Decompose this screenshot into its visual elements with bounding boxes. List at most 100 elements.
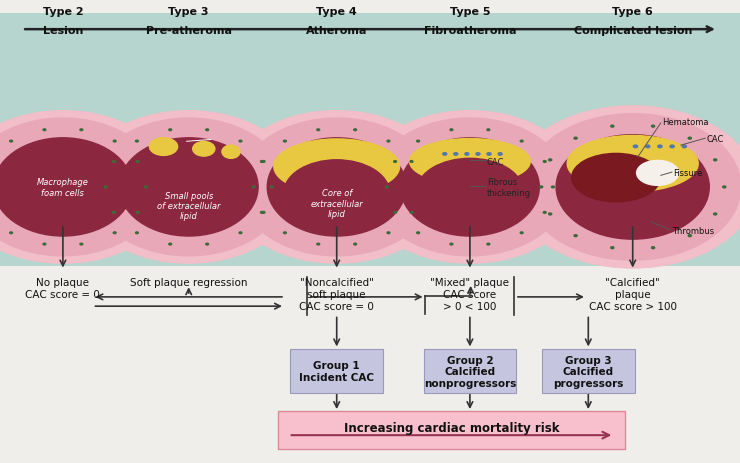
Circle shape <box>80 244 83 245</box>
Circle shape <box>112 212 115 214</box>
Text: Type 6: Type 6 <box>612 7 653 17</box>
Circle shape <box>543 212 546 214</box>
Ellipse shape <box>567 136 699 192</box>
Circle shape <box>548 213 552 215</box>
Ellipse shape <box>417 159 522 223</box>
Circle shape <box>135 232 138 234</box>
Text: Type 2: Type 2 <box>43 7 83 17</box>
Circle shape <box>136 161 139 163</box>
Ellipse shape <box>77 112 300 263</box>
Text: Small pools
of extracellular
lipid: Small pools of extracellular lipid <box>157 191 221 221</box>
Ellipse shape <box>0 112 175 263</box>
Circle shape <box>135 141 138 143</box>
Circle shape <box>394 212 397 214</box>
Text: Group 2
Calcified
nonprogressors: Group 2 Calcified nonprogressors <box>424 355 516 388</box>
Circle shape <box>688 235 691 237</box>
Bar <box>0 266 740 463</box>
Circle shape <box>394 161 397 163</box>
Circle shape <box>387 141 390 143</box>
FancyBboxPatch shape <box>424 349 517 393</box>
Circle shape <box>418 187 421 188</box>
Ellipse shape <box>0 138 132 237</box>
Text: Thrombus: Thrombus <box>672 227 714 236</box>
Circle shape <box>574 138 577 140</box>
Circle shape <box>104 187 107 188</box>
Text: "Mixed" plaque
CAC score
> 0 < 100: "Mixed" plaque CAC score > 0 < 100 <box>431 278 509 311</box>
Ellipse shape <box>222 146 240 159</box>
FancyBboxPatch shape <box>290 349 383 393</box>
Circle shape <box>283 141 286 143</box>
Circle shape <box>206 244 209 245</box>
FancyBboxPatch shape <box>542 349 635 393</box>
Text: Hematoma: Hematoma <box>662 118 709 127</box>
Text: Increasing cardiac mortality risk: Increasing cardiac mortality risk <box>343 421 559 434</box>
Circle shape <box>487 130 490 131</box>
Circle shape <box>43 244 46 245</box>
Ellipse shape <box>284 161 389 226</box>
Circle shape <box>169 244 172 245</box>
Text: CAC: CAC <box>487 157 504 167</box>
Ellipse shape <box>525 114 740 261</box>
Circle shape <box>574 235 577 237</box>
Circle shape <box>136 212 139 214</box>
Circle shape <box>682 146 687 148</box>
Ellipse shape <box>0 119 161 257</box>
Circle shape <box>354 130 357 131</box>
Bar <box>0 0 740 14</box>
Ellipse shape <box>636 161 679 186</box>
Circle shape <box>651 126 655 128</box>
Text: Pre-atheroma: Pre-atheroma <box>146 25 232 36</box>
Circle shape <box>417 141 420 143</box>
Circle shape <box>10 141 13 143</box>
Circle shape <box>169 130 172 131</box>
Ellipse shape <box>90 119 287 257</box>
Circle shape <box>520 232 523 234</box>
Text: "Calcified"
plaque
CAC score > 100: "Calcified" plaque CAC score > 100 <box>589 278 676 311</box>
Circle shape <box>239 141 242 143</box>
Circle shape <box>239 232 242 234</box>
Circle shape <box>260 212 263 214</box>
Text: Fissure: Fissure <box>673 169 703 178</box>
Circle shape <box>144 187 147 188</box>
Circle shape <box>539 187 542 188</box>
Circle shape <box>262 161 265 163</box>
Circle shape <box>443 153 447 156</box>
Circle shape <box>10 232 13 234</box>
Text: Type 4: Type 4 <box>316 7 357 17</box>
FancyBboxPatch shape <box>278 411 625 449</box>
Text: Type 5: Type 5 <box>450 7 490 17</box>
Circle shape <box>410 161 413 163</box>
Ellipse shape <box>192 142 215 157</box>
Circle shape <box>465 153 469 156</box>
Circle shape <box>252 187 255 188</box>
Circle shape <box>450 130 453 131</box>
Circle shape <box>386 187 388 188</box>
Ellipse shape <box>119 138 258 237</box>
Ellipse shape <box>509 106 740 269</box>
Ellipse shape <box>267 138 406 237</box>
Circle shape <box>645 146 650 148</box>
Circle shape <box>670 146 674 148</box>
Text: Lesion: Lesion <box>43 25 83 36</box>
Text: Macrophage
foam cells: Macrophage foam cells <box>37 178 89 197</box>
Ellipse shape <box>572 154 661 202</box>
Circle shape <box>548 160 552 162</box>
Circle shape <box>317 244 320 245</box>
Text: Soft plaque regression: Soft plaque regression <box>130 278 247 288</box>
Circle shape <box>633 146 638 148</box>
Circle shape <box>498 153 502 156</box>
Ellipse shape <box>358 112 582 263</box>
Circle shape <box>317 130 320 131</box>
Circle shape <box>270 187 273 188</box>
Circle shape <box>260 161 263 163</box>
Circle shape <box>487 244 490 245</box>
Circle shape <box>43 130 46 131</box>
Circle shape <box>410 212 413 214</box>
Circle shape <box>487 153 491 156</box>
Circle shape <box>713 160 717 162</box>
Ellipse shape <box>371 119 568 257</box>
Ellipse shape <box>274 140 400 194</box>
Text: Fibrous
thickening: Fibrous thickening <box>487 178 531 197</box>
Ellipse shape <box>556 135 709 240</box>
Circle shape <box>610 126 614 128</box>
